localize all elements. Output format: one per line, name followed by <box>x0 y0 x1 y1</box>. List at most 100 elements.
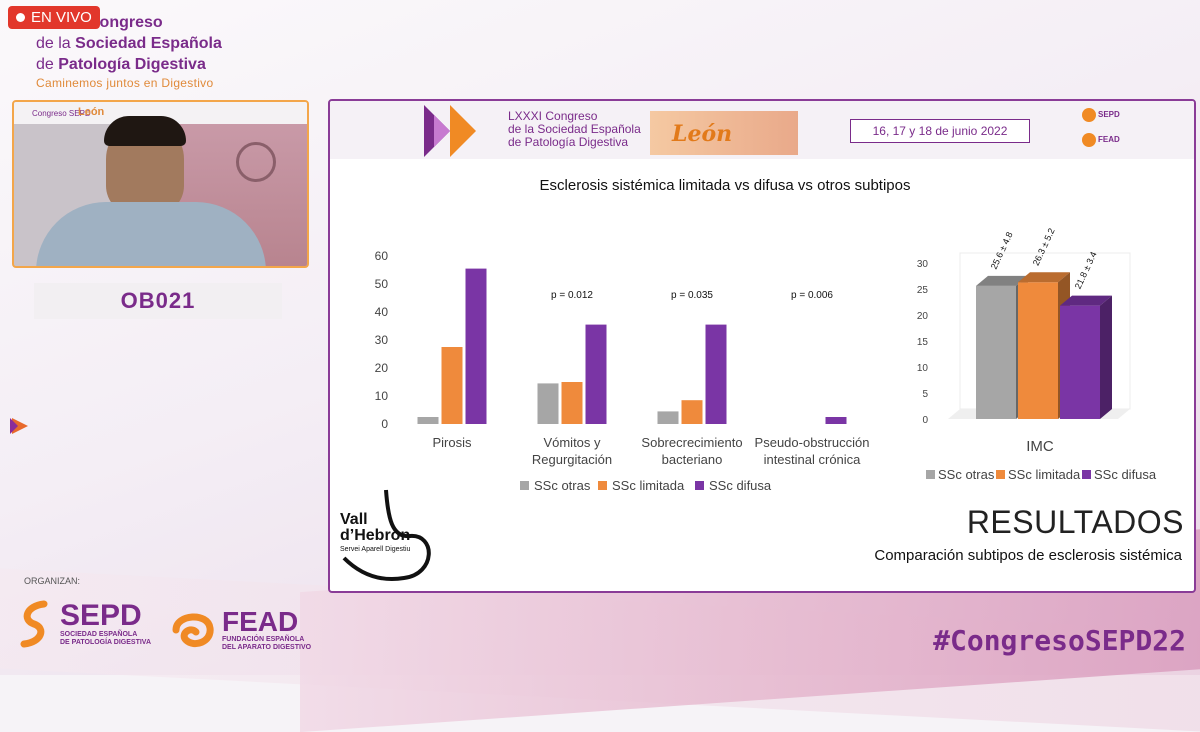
category-label: Pirosis <box>432 435 472 450</box>
legend-label: SSc otras <box>938 467 995 482</box>
p-value-annotation: p = 0.006 <box>791 290 833 301</box>
bar-3d-front <box>1060 305 1100 419</box>
hashtag: #CongresoSEPD22 <box>933 624 1186 657</box>
bar-ssc-difusa <box>465 268 487 424</box>
brand-line1: Congreso <box>88 14 163 31</box>
brand-line3-pre: de <box>36 56 59 73</box>
bar-3d-top <box>976 275 1028 286</box>
y-tick-label: 0 <box>381 417 388 431</box>
p-value-annotation: p = 0.035 <box>671 290 713 301</box>
bar-3d-side <box>1100 295 1112 419</box>
slide-results-heading: RESULTADOS <box>966 504 1184 540</box>
y-tick-label: 60 <box>375 249 389 263</box>
slide-congress-line3: de Patología Digestiva <box>508 135 629 149</box>
category-label: Regurgitación <box>532 452 612 467</box>
slide-sepd-logo: SEPD <box>1082 108 1120 122</box>
y-tick-label: 0 <box>922 415 928 426</box>
bar-3d-front <box>1018 282 1058 419</box>
organizers-label: ORGANIZAN: <box>24 576 81 586</box>
y-tick-label: 10 <box>917 363 929 374</box>
bar-ssc-limitada <box>441 347 463 424</box>
slide-fead-name: FEAD <box>1098 135 1120 145</box>
slide-header: LXXXI Congreso de la Sociedad Española d… <box>330 101 1194 159</box>
session-code: OB021 <box>34 283 282 319</box>
y-tick-label: 25 <box>917 285 929 296</box>
slide-title: Esclerosis sistémica limitada vs difusa … <box>539 177 911 194</box>
legend-swatch <box>1082 470 1091 479</box>
rose-window-icon <box>236 142 276 182</box>
bar-3d-front <box>976 285 1016 419</box>
slide-city: León <box>672 121 733 147</box>
bar-ssc-difusa <box>585 324 607 424</box>
live-dot-icon <box>16 13 25 22</box>
congress-brand: Congreso de la Sociedad Española de Pato… <box>36 12 222 91</box>
legend-label: SSc limitada <box>1008 467 1081 482</box>
legend-label: SSc difusa <box>709 478 772 493</box>
slide-city-banner: León <box>650 111 798 155</box>
slide-fead-logo: FEAD <box>1082 133 1120 147</box>
category-label: Pseudo-obstrucción <box>755 435 870 450</box>
legend-swatch <box>996 470 1005 479</box>
institution-line2: d’Hebron <box>340 527 411 544</box>
fead-sub2: DEL APARATO DIGESTIVO <box>222 644 312 651</box>
legend-swatch <box>598 481 607 490</box>
brand-line3: de Patología Digestiva <box>36 54 222 75</box>
brand-line2: de la Sociedad Española <box>36 33 222 54</box>
brand-line3-bold: Patología Digestiva <box>58 56 206 73</box>
y-tick-label: 30 <box>375 333 389 347</box>
legend-label: SSc limitada <box>612 478 685 493</box>
y-tick-label: 15 <box>917 337 929 348</box>
play-arrow-accent-icon <box>10 418 18 434</box>
live-badge: EN VIVO <box>8 6 100 29</box>
y-tick-label: 20 <box>375 361 389 375</box>
category-label: IMC <box>1026 438 1054 455</box>
fead-logo: FEAD FUNDACIÓN ESPAÑOLA DEL APARATO DIGE… <box>168 608 311 652</box>
sepd-logo: SEPD SOCIEDAD ESPAÑOLA DE PATOLOGÍA DIGE… <box>16 600 151 648</box>
bar-3d-top <box>1060 295 1112 306</box>
slide-congress-name: LXXXI Congreso de la Sociedad Española d… <box>508 110 641 149</box>
legend-label: SSc difusa <box>1094 467 1157 482</box>
webcam-banner-label: Congreso SEPD <box>32 109 91 118</box>
bar-3d-top <box>1018 272 1070 283</box>
bar-ssc-limitada <box>561 382 583 424</box>
y-tick-label: 10 <box>375 389 389 403</box>
p-value-annotation: p = 0.012 <box>551 290 593 301</box>
sepd-mark-icon <box>20 600 48 648</box>
y-tick-label: 5 <box>922 389 928 400</box>
slide-congress-line1: LXXXI Congreso <box>508 109 598 123</box>
bar-ssc-otras <box>657 411 679 424</box>
y-tick-label: 40 <box>375 305 389 319</box>
bar-ssc-otras <box>417 417 439 424</box>
webcam-virtual-banner: Congreso SEPD León <box>14 102 307 124</box>
webcam-banner-city: León <box>78 106 105 118</box>
brand-tagline: Caminemos juntos en Digestivo <box>36 76 214 90</box>
sepd-sub2: DE PATOLOGÍA DIGESTIVA <box>60 639 152 646</box>
speaker-webcam: Congreso SEPD León <box>12 100 309 268</box>
legend-swatch <box>695 481 704 490</box>
y-tick-label: 30 <box>917 259 929 270</box>
bar-ssc-limitada <box>681 400 703 424</box>
fead-mark-icon <box>172 613 214 647</box>
legend-swatch <box>926 470 935 479</box>
y-tick-label: 50 <box>375 277 389 291</box>
congress-logo-icon <box>424 105 476 157</box>
speaker-shirt <box>36 202 266 266</box>
category-label: intestinal crónica <box>764 452 862 467</box>
legend-label: SSc otras <box>534 478 591 493</box>
sepd-sub1: SOCIEDAD ESPAÑOLA <box>60 631 138 638</box>
category-label: Sobrecrecimiento <box>641 435 742 450</box>
slide-sepd-name: SEPD <box>1098 110 1120 120</box>
bar-ssc-difusa <box>825 417 847 424</box>
category-label: Vómitos y <box>543 435 601 450</box>
vall-hebron-mark-icon <box>342 489 431 581</box>
slide-subtitle: Comparación subtipos de esclerosis sisté… <box>874 547 1182 564</box>
fead-small-icon <box>1082 133 1096 147</box>
speaker-hair <box>104 116 186 146</box>
category-label: bacteriano <box>662 452 723 467</box>
bar-ssc-otras <box>537 383 559 424</box>
legend-swatch <box>520 481 529 490</box>
bar-ssc-difusa <box>705 324 727 424</box>
live-badge-label: EN VIVO <box>31 9 92 26</box>
brand-line2-pre: de la <box>36 35 76 52</box>
